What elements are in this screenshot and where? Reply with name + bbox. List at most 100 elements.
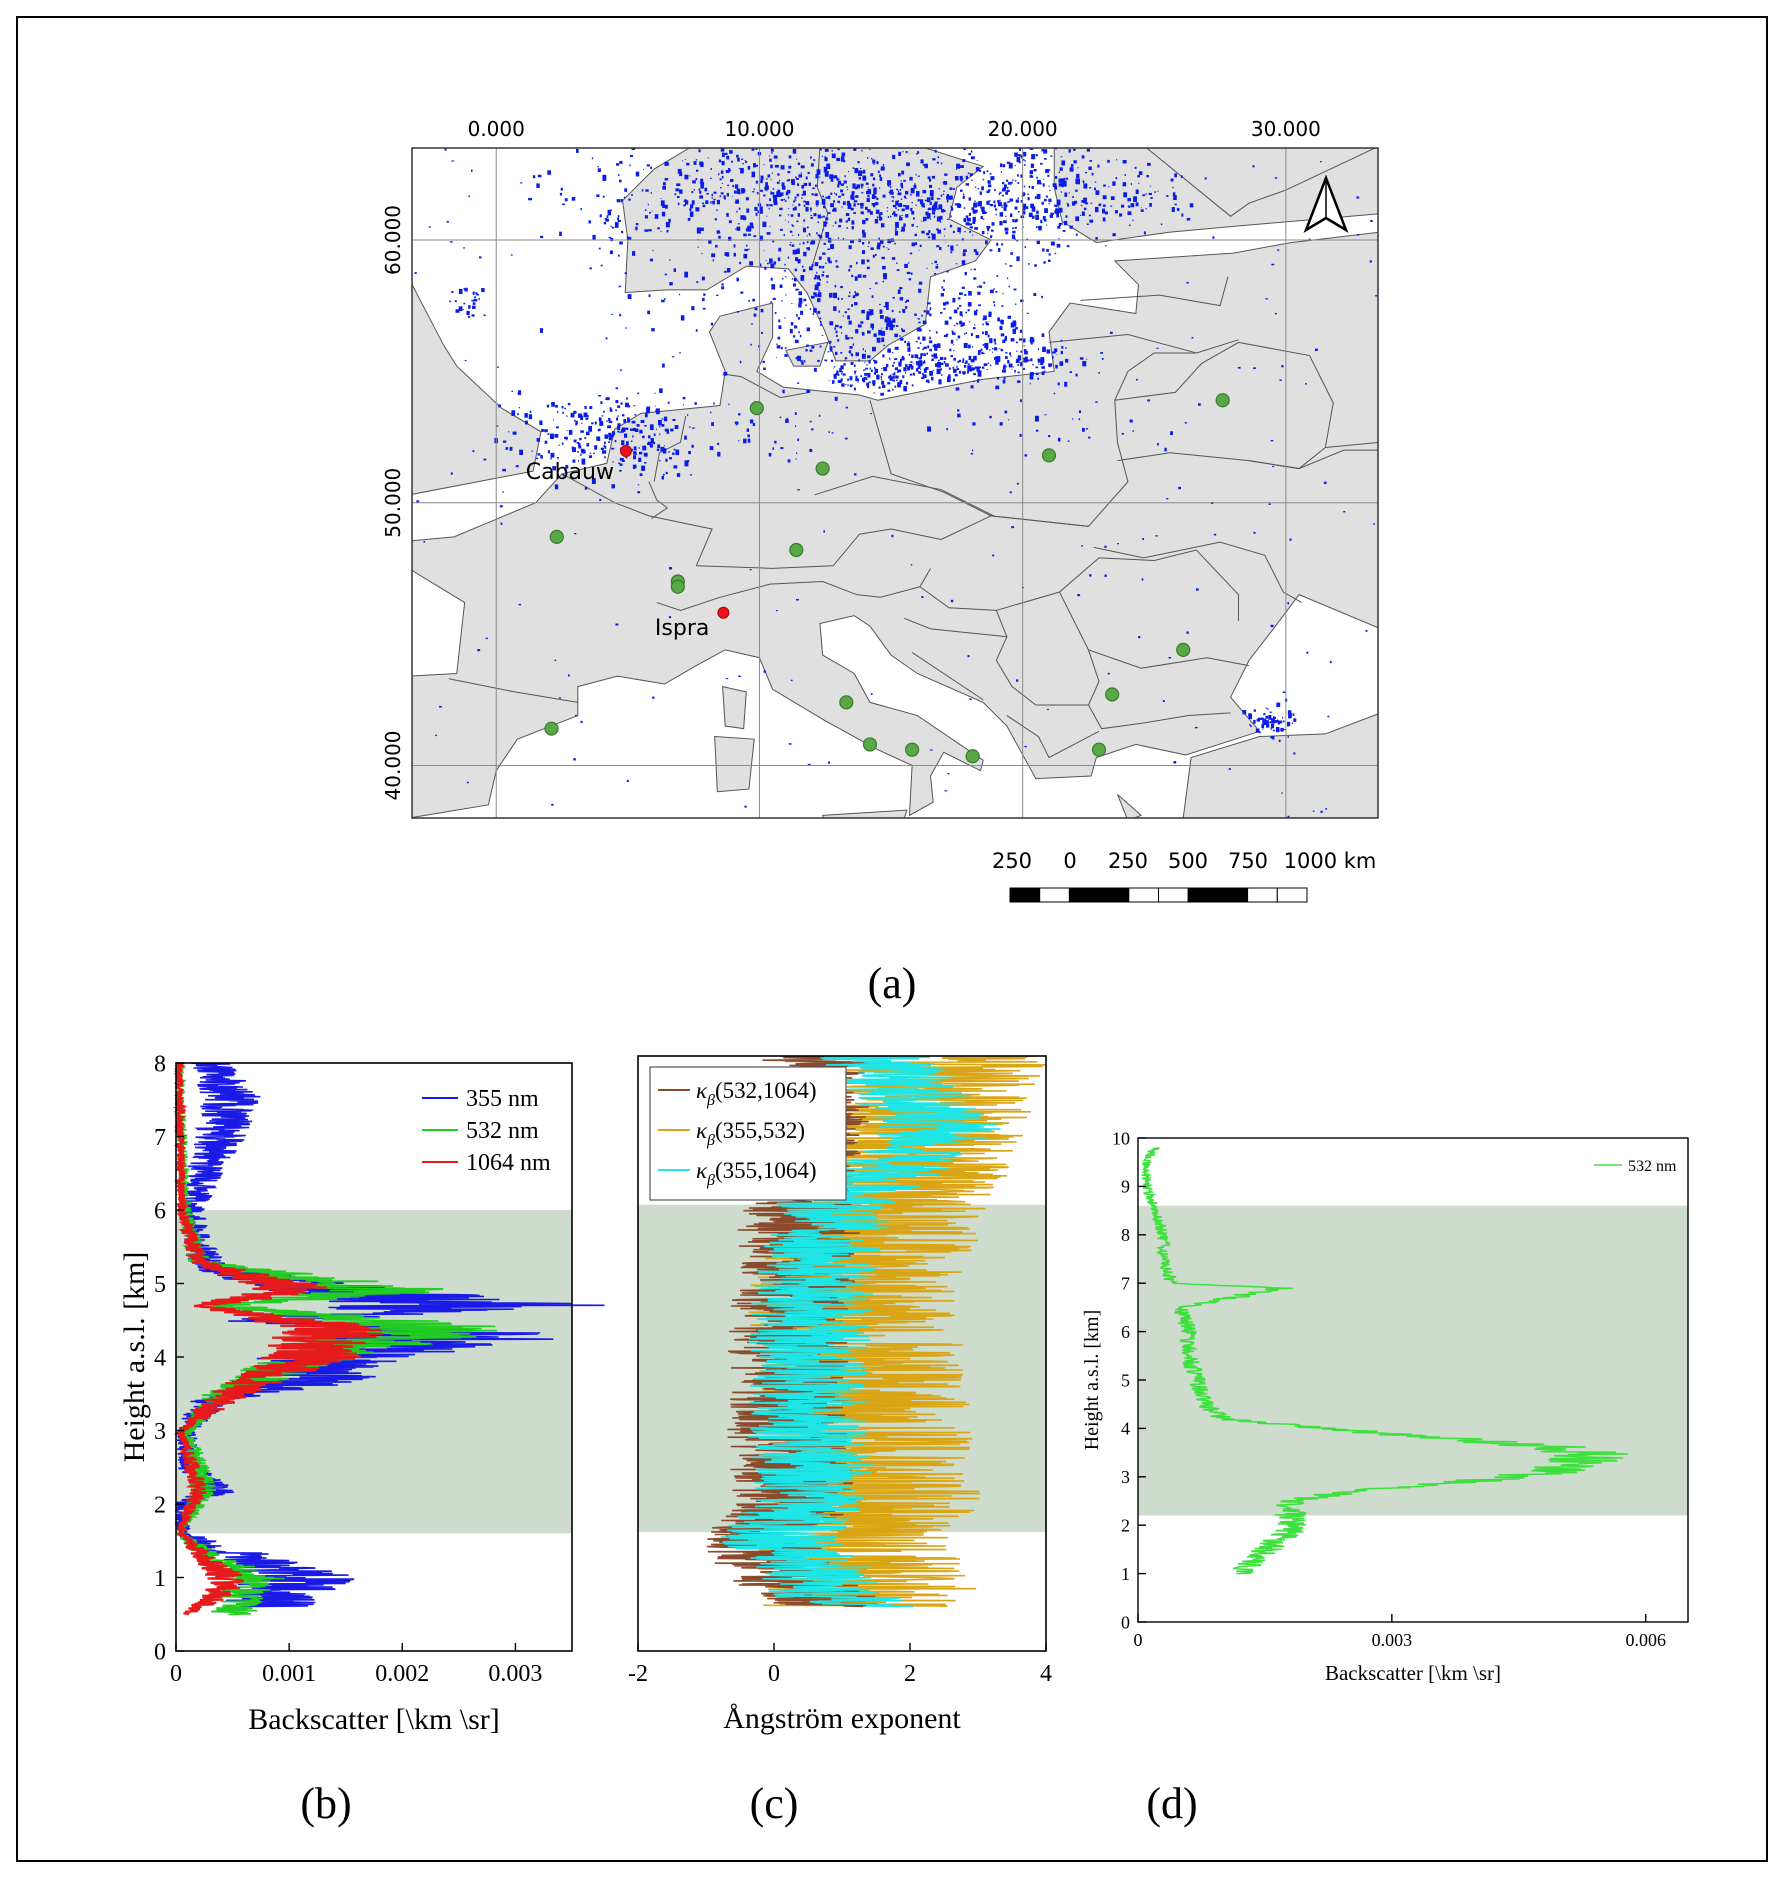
border-line	[653, 415, 687, 482]
scale-segment	[1276, 887, 1308, 903]
border-line	[1114, 339, 1239, 401]
border-line	[561, 473, 713, 566]
lon-tick-label: 10.000	[724, 117, 794, 141]
x-tick-label: 0.006	[1625, 1630, 1666, 1650]
north-arrow-icon	[1303, 174, 1349, 233]
lidar-site-marker	[1105, 687, 1120, 702]
scale-label: 250	[992, 849, 1032, 873]
y-tick-label: 8	[154, 1051, 166, 1077]
y-tick-label: 5	[1121, 1370, 1130, 1390]
lidar-site-marker	[1091, 742, 1107, 757]
lidar-site-marker	[544, 721, 559, 736]
aerosol-layer-shade	[176, 1210, 572, 1534]
border-line	[656, 581, 858, 611]
x-tick-label: 0.002	[375, 1661, 429, 1687]
lidar-site-marker	[749, 401, 764, 416]
border-line	[1087, 649, 1231, 730]
legend-label: 532 nm	[1628, 1158, 1677, 1175]
lon-tick-label: 0.000	[468, 117, 525, 141]
selected-site-marker	[619, 444, 632, 457]
lidar-site-marker	[1176, 642, 1191, 657]
border-line	[1080, 276, 1229, 307]
figure-frame	[16, 16, 1768, 1862]
chart-c: -2 0 2 4 κβ(532,1064) κβ(355,532) κβ(355,1064…	[628, 1055, 1052, 1735]
lidar-site-marker	[789, 542, 804, 558]
great-britain	[412, 283, 542, 495]
scale-bar: 250 0 250 500 750 1000 km	[992, 849, 1376, 903]
map-panel: 0.000 10.000 20.000 30.000 60.000 50.000 40.00…	[381, 117, 1379, 903]
y-tick-label: 0	[154, 1639, 166, 1665]
y-tick-label: 1	[154, 1566, 166, 1592]
legend-label: κβ(355,1064)	[696, 1158, 817, 1189]
legend-label: 532 nm	[466, 1118, 539, 1144]
lon-tick-label: 20.000	[988, 117, 1058, 141]
finland	[1053, 148, 1378, 244]
lon-tick-label: 30.000	[1251, 117, 1321, 141]
panel-label-c: (c)	[749, 1779, 799, 1828]
sardinia	[714, 736, 755, 793]
selected-site-marker	[717, 606, 730, 619]
border-line	[904, 617, 1007, 638]
y-tick-label: 8	[1121, 1225, 1130, 1245]
chart-d-ylabel: Height a.s.l. [km]	[1081, 1310, 1103, 1451]
x-tick-label: 0.003	[488, 1661, 542, 1687]
y-tick-label: 7	[1121, 1274, 1130, 1294]
border-line	[919, 557, 1100, 611]
chart-d-legend: 532 nm	[1594, 1158, 1677, 1175]
y-tick-label: 6	[154, 1198, 166, 1224]
site-label-cabauw: Cabauw	[526, 460, 614, 485]
x-tick-label: 4	[1040, 1661, 1052, 1687]
lidar-site-marker	[965, 749, 980, 764]
scale-label: 500	[1168, 849, 1208, 873]
border-line	[940, 515, 1089, 540]
y-tick-label: 4	[1121, 1419, 1130, 1439]
y-tick-label: 0	[1121, 1612, 1130, 1632]
chart-b-legend: 355 nm 532 nm 1064 nm	[422, 1086, 551, 1176]
x-tick-label: 0	[1134, 1630, 1143, 1650]
map-frame	[411, 147, 1379, 819]
sicily	[821, 809, 908, 818]
lidar-site-marker	[839, 695, 854, 710]
border-line	[448, 678, 578, 703]
chart-b-xlabel: Backscatter [\km \sr]	[248, 1703, 500, 1736]
panel-label-b: (b)	[300, 1779, 352, 1828]
border-line	[1114, 341, 1334, 470]
chart-b-legend-box	[416, 1078, 564, 1190]
border-line	[856, 586, 921, 598]
aerosol-layer-shade	[1138, 1205, 1688, 1516]
mainland-europe	[412, 231, 1378, 818]
lat-tick-label: 40.000	[381, 730, 405, 800]
chart-d-series	[1140, 1147, 1629, 1575]
x-tick-label: 0.003	[1372, 1630, 1413, 1650]
lat-tick-label: 50.000	[381, 468, 405, 538]
lidar-site-marker	[905, 742, 920, 757]
y-tick-label: 1	[1121, 1564, 1130, 1584]
x-tick-label: 0	[170, 1661, 182, 1687]
lidar-site-marker	[1041, 448, 1057, 463]
y-tick-label: 2	[154, 1492, 166, 1518]
lidar-site-marker	[815, 461, 830, 476]
corsica	[722, 685, 747, 730]
scale-label: 250	[1108, 849, 1148, 873]
y-tick-label: 3	[154, 1419, 166, 1445]
y-tick-label: 10	[1112, 1128, 1130, 1148]
y-tick-label: 5	[154, 1272, 166, 1298]
legend-label: κβ(355,532)	[696, 1118, 805, 1149]
anatolia	[1182, 713, 1378, 818]
legend-label: κβ(532,1064)	[696, 1078, 817, 1109]
chart-d-xlabel: Backscatter [\km \sr]	[1325, 1661, 1501, 1685]
scale-label: 750	[1228, 849, 1268, 873]
border-line	[1059, 591, 1250, 669]
legend-label: 1064 nm	[466, 1150, 551, 1176]
border-line	[1145, 148, 1377, 217]
x-tick-label: 0.001	[262, 1661, 316, 1687]
x-tick-label: -2	[628, 1661, 648, 1687]
panel-label-d: (d)	[1146, 1779, 1198, 1828]
y-tick-label: 3	[1121, 1467, 1130, 1487]
lat-tick-label: 60.000	[381, 205, 405, 275]
map-graticule	[412, 148, 1378, 818]
y-tick-label: 2	[1121, 1516, 1130, 1536]
lidar-site-marker	[670, 579, 685, 594]
x-tick-label: 2	[904, 1661, 916, 1687]
